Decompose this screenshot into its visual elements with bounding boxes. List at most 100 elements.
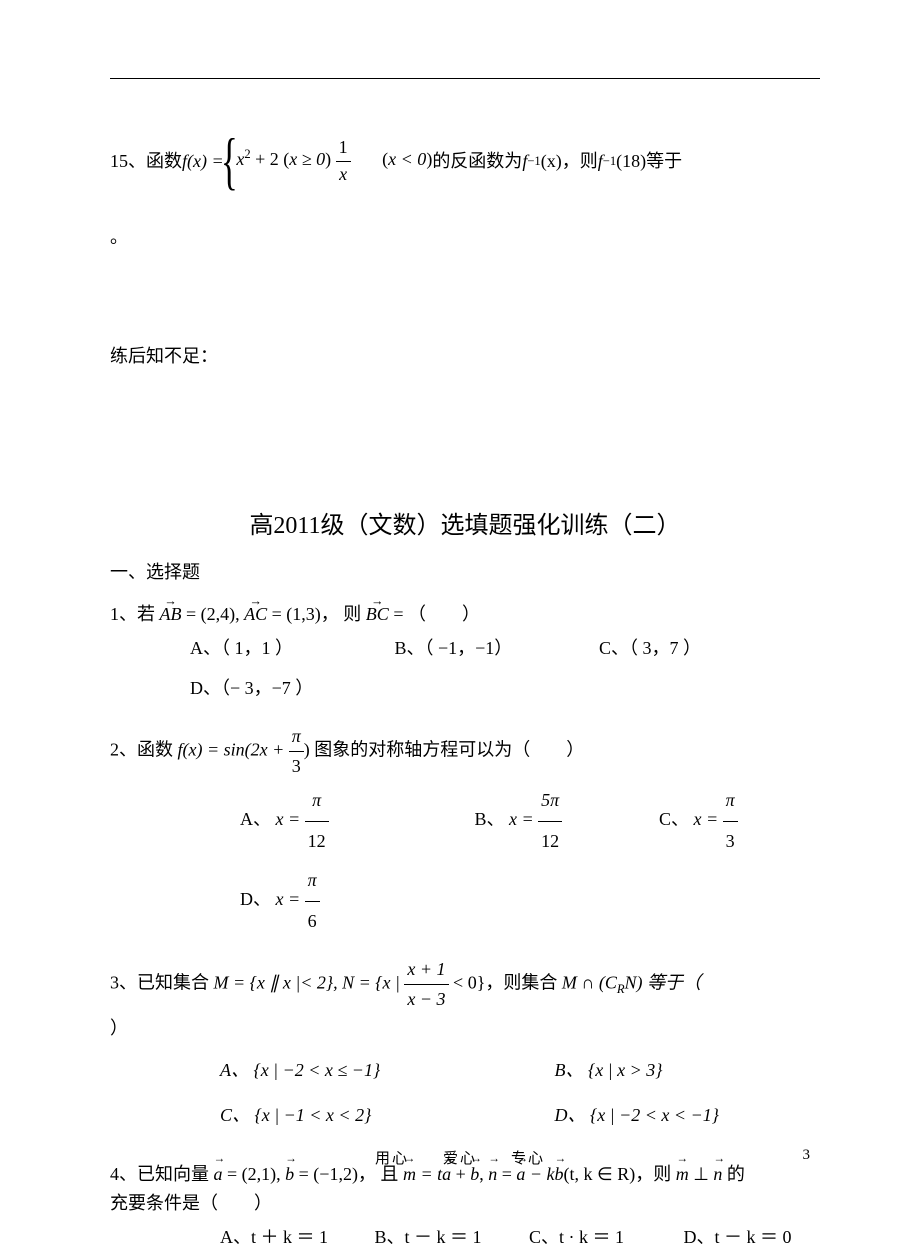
q1-optC: C、（ 3，7 ） — [599, 629, 789, 669]
q15-top-rest: + 2 ( — [251, 149, 290, 169]
q3-stem: 3、已知集合 M = {x ∥ x |< 2}, N = {x | x + 1x… — [110, 955, 820, 1014]
q4-optC: C、t · k ＝ 1 — [529, 1218, 679, 1257]
q15-bot-frac: 1 x — [336, 135, 351, 186]
q2-optD-num: π — [305, 861, 320, 901]
q2-optA-den: 12 — [305, 821, 329, 862]
q1-vec-AC: AC — [244, 600, 267, 629]
q15-fx: f(x) = — [182, 148, 224, 175]
page-footer: 用心 爱心 专心 3 — [0, 1147, 920, 1168]
q3-mid: < 0}，则集合 — [449, 973, 562, 993]
q15-finv2-sup: −1 — [603, 152, 616, 171]
q2-optC-num: π — [723, 781, 738, 821]
q3-pre: 3、已知集合 — [110, 973, 214, 993]
question-2: 2、函数 f(x) = sin(2x + π3) 图象的对称轴方程可以为（ ） … — [110, 722, 820, 941]
q3-frac-den: x − 3 — [404, 984, 448, 1014]
q4-stem-line2: 充要条件是（ ） — [110, 1189, 820, 1218]
q3-options-row2: C、 {x | −1 < x < 2} D、 {x | −2 < x < −1} — [110, 1096, 820, 1136]
q3-closeparen: ） — [110, 1014, 820, 1043]
q2-optD-den: 6 — [305, 901, 320, 942]
q2-optD: D、 x = π6 — [240, 861, 320, 941]
q15-bot-den: x — [336, 161, 351, 187]
q3-optB: B、 {x | x > 3} — [555, 1051, 663, 1091]
q2-options-row2: D、 x = π6 — [110, 861, 820, 941]
q2-optA-pre: A、 — [240, 809, 276, 829]
q2-optB-den: 12 — [538, 821, 562, 862]
q2-post: ) 图象的对称轴方程可以为（ ） — [304, 740, 585, 760]
question-15: 15、函数 f(x) = { x2 + 2 (x ≥ 0) 1 x (x < 0… — [110, 129, 820, 193]
q2-optB: B、 x = 5π12 — [475, 781, 655, 861]
q3-Nclose: N) 等于（ — [625, 973, 702, 993]
q2-frac-num: π — [289, 722, 304, 751]
q2-optB-num: 5π — [538, 781, 562, 821]
section-1-heading: 一、选择题 — [110, 558, 820, 587]
spacer-1 — [110, 252, 820, 342]
q4-options: A、t ＋ k ＝ 1 B、t － k ＝ 1 C、t · k ＝ 1 D、t … — [110, 1218, 820, 1257]
q1-stem: 1、若 AB = (2,4), AC = (1,3)， 则 BC = （ ） — [110, 600, 820, 629]
q4-optD: D、t － k ＝ 0 — [684, 1218, 792, 1257]
q15-period: 。 — [110, 223, 820, 252]
q2-optC-pre: C、 — [659, 809, 694, 829]
q2-optD-pre: D、 — [240, 889, 276, 909]
page-number: 3 — [803, 1147, 811, 1164]
q1-vec-BC: BC — [366, 600, 389, 629]
q15-piecewise: x2 + 2 (x ≥ 0) 1 x (x < 0) — [236, 135, 432, 186]
q1-optA: A、（ 1，1 ） — [190, 629, 390, 669]
q1-vec-AB: AB — [160, 600, 182, 629]
q2-optC-x: x = — [694, 809, 723, 829]
q4-optB: B、t － k ＝ 1 — [375, 1218, 525, 1257]
q3-MN: M ∩ (C — [562, 973, 617, 993]
q2-optB-pre: B、 — [475, 809, 510, 829]
q3-M: M = {x ∥ x |< 2}, N = {x | — [214, 973, 405, 993]
page: 15、函数 f(x) = { x2 + 2 (x ≥ 0) 1 x (x < 0… — [0, 0, 920, 1196]
q2-optD-x: x = — [276, 889, 305, 909]
q2-optC-den: 3 — [723, 821, 738, 862]
q1-pre: 1、若 — [110, 604, 160, 624]
q2-optC: C、 x = π3 — [659, 781, 738, 861]
q1-optD: D、（− 3，−7 ） — [190, 669, 313, 709]
question-3: 3、已知集合 M = {x ∥ x |< 2}, N = {x | x + 1x… — [110, 955, 820, 1136]
q2-pre: 2、函数 — [110, 740, 178, 760]
q1-optB: B、（ −1，−1） — [395, 629, 595, 669]
q15-label: 15、函数 — [110, 148, 182, 175]
q15-finv2-arg: (18) — [616, 148, 646, 175]
footer-text: 用心 爱心 专心 — [375, 1151, 545, 1167]
q3-frac-num: x + 1 — [404, 955, 448, 984]
q3-optD: D、 {x | −2 < x < −1} — [555, 1096, 719, 1136]
q15-finv-arg: (x) — [541, 148, 562, 175]
q15-mid: 的反函数为 — [432, 148, 522, 175]
spacer-2 — [110, 371, 820, 481]
question-1: 1、若 AB = (2,4), AC = (1,3)， 则 BC = （ ） A… — [110, 600, 820, 708]
q3-R: R — [617, 982, 625, 996]
question-4: 4、已知向量 a = (2,1), b = (−1,2)， 且 m = ta +… — [110, 1160, 820, 1257]
q2-optA-num: π — [305, 781, 329, 821]
worksheet-title: 高2011级（文数）选填题强化训练（二） — [110, 505, 820, 540]
q15-bot-cond-open: ( — [355, 149, 388, 169]
q2-optA-x: x = — [276, 809, 305, 829]
q1-options: A、（ 1，1 ） B、（ −1，−1） C、（ 3，7 ） D、（− 3，−7… — [110, 629, 820, 708]
q15-top-cond: x ≥ 0 — [289, 149, 325, 169]
q3-options-row1: A、 {x | −2 < x ≤ −1} B、 {x | x > 3} — [110, 1051, 820, 1091]
q1-eq3: = （ ） — [393, 604, 480, 624]
q2-options-row1: A、 x = π12 B、 x = 5π12 C、 x = π3 — [110, 781, 820, 861]
q15-tail: 等于 — [646, 148, 682, 175]
q2-optB-x: x = — [509, 809, 538, 829]
q3-optC: C、 {x | −1 < x < 2} — [220, 1096, 550, 1136]
q2-optA: A、 x = π12 — [240, 781, 470, 861]
q15-piece-bot: 1 x (x < 0) — [336, 149, 433, 169]
q2-fx: f(x) = sin(2x + — [178, 740, 289, 760]
q1-eq1: = (2,4), — [186, 604, 244, 624]
brace-icon: { — [221, 129, 238, 193]
top-rule — [110, 78, 820, 79]
q15-top-close: ) — [325, 149, 331, 169]
after-practice-heading: 练后知不足： — [110, 342, 820, 371]
q2-stem: 2、函数 f(x) = sin(2x + π3) 图象的对称轴方程可以为（ ） — [110, 722, 820, 781]
q15-finv-sup: −1 — [527, 152, 540, 171]
q4-optA: A、t ＋ k ＝ 1 — [220, 1218, 370, 1257]
q15-bot-cond: x < 0 — [388, 149, 426, 169]
q15-piece-top: x2 + 2 (x ≥ 0) — [236, 149, 335, 169]
q3-optA: A、 {x | −2 < x ≤ −1} — [220, 1051, 550, 1091]
q2-frac-den: 3 — [289, 751, 304, 781]
q15-comma: ，则 — [562, 148, 598, 175]
q1-eq2: = (1,3)， 则 — [272, 604, 362, 624]
q15-bot-num: 1 — [336, 135, 351, 160]
